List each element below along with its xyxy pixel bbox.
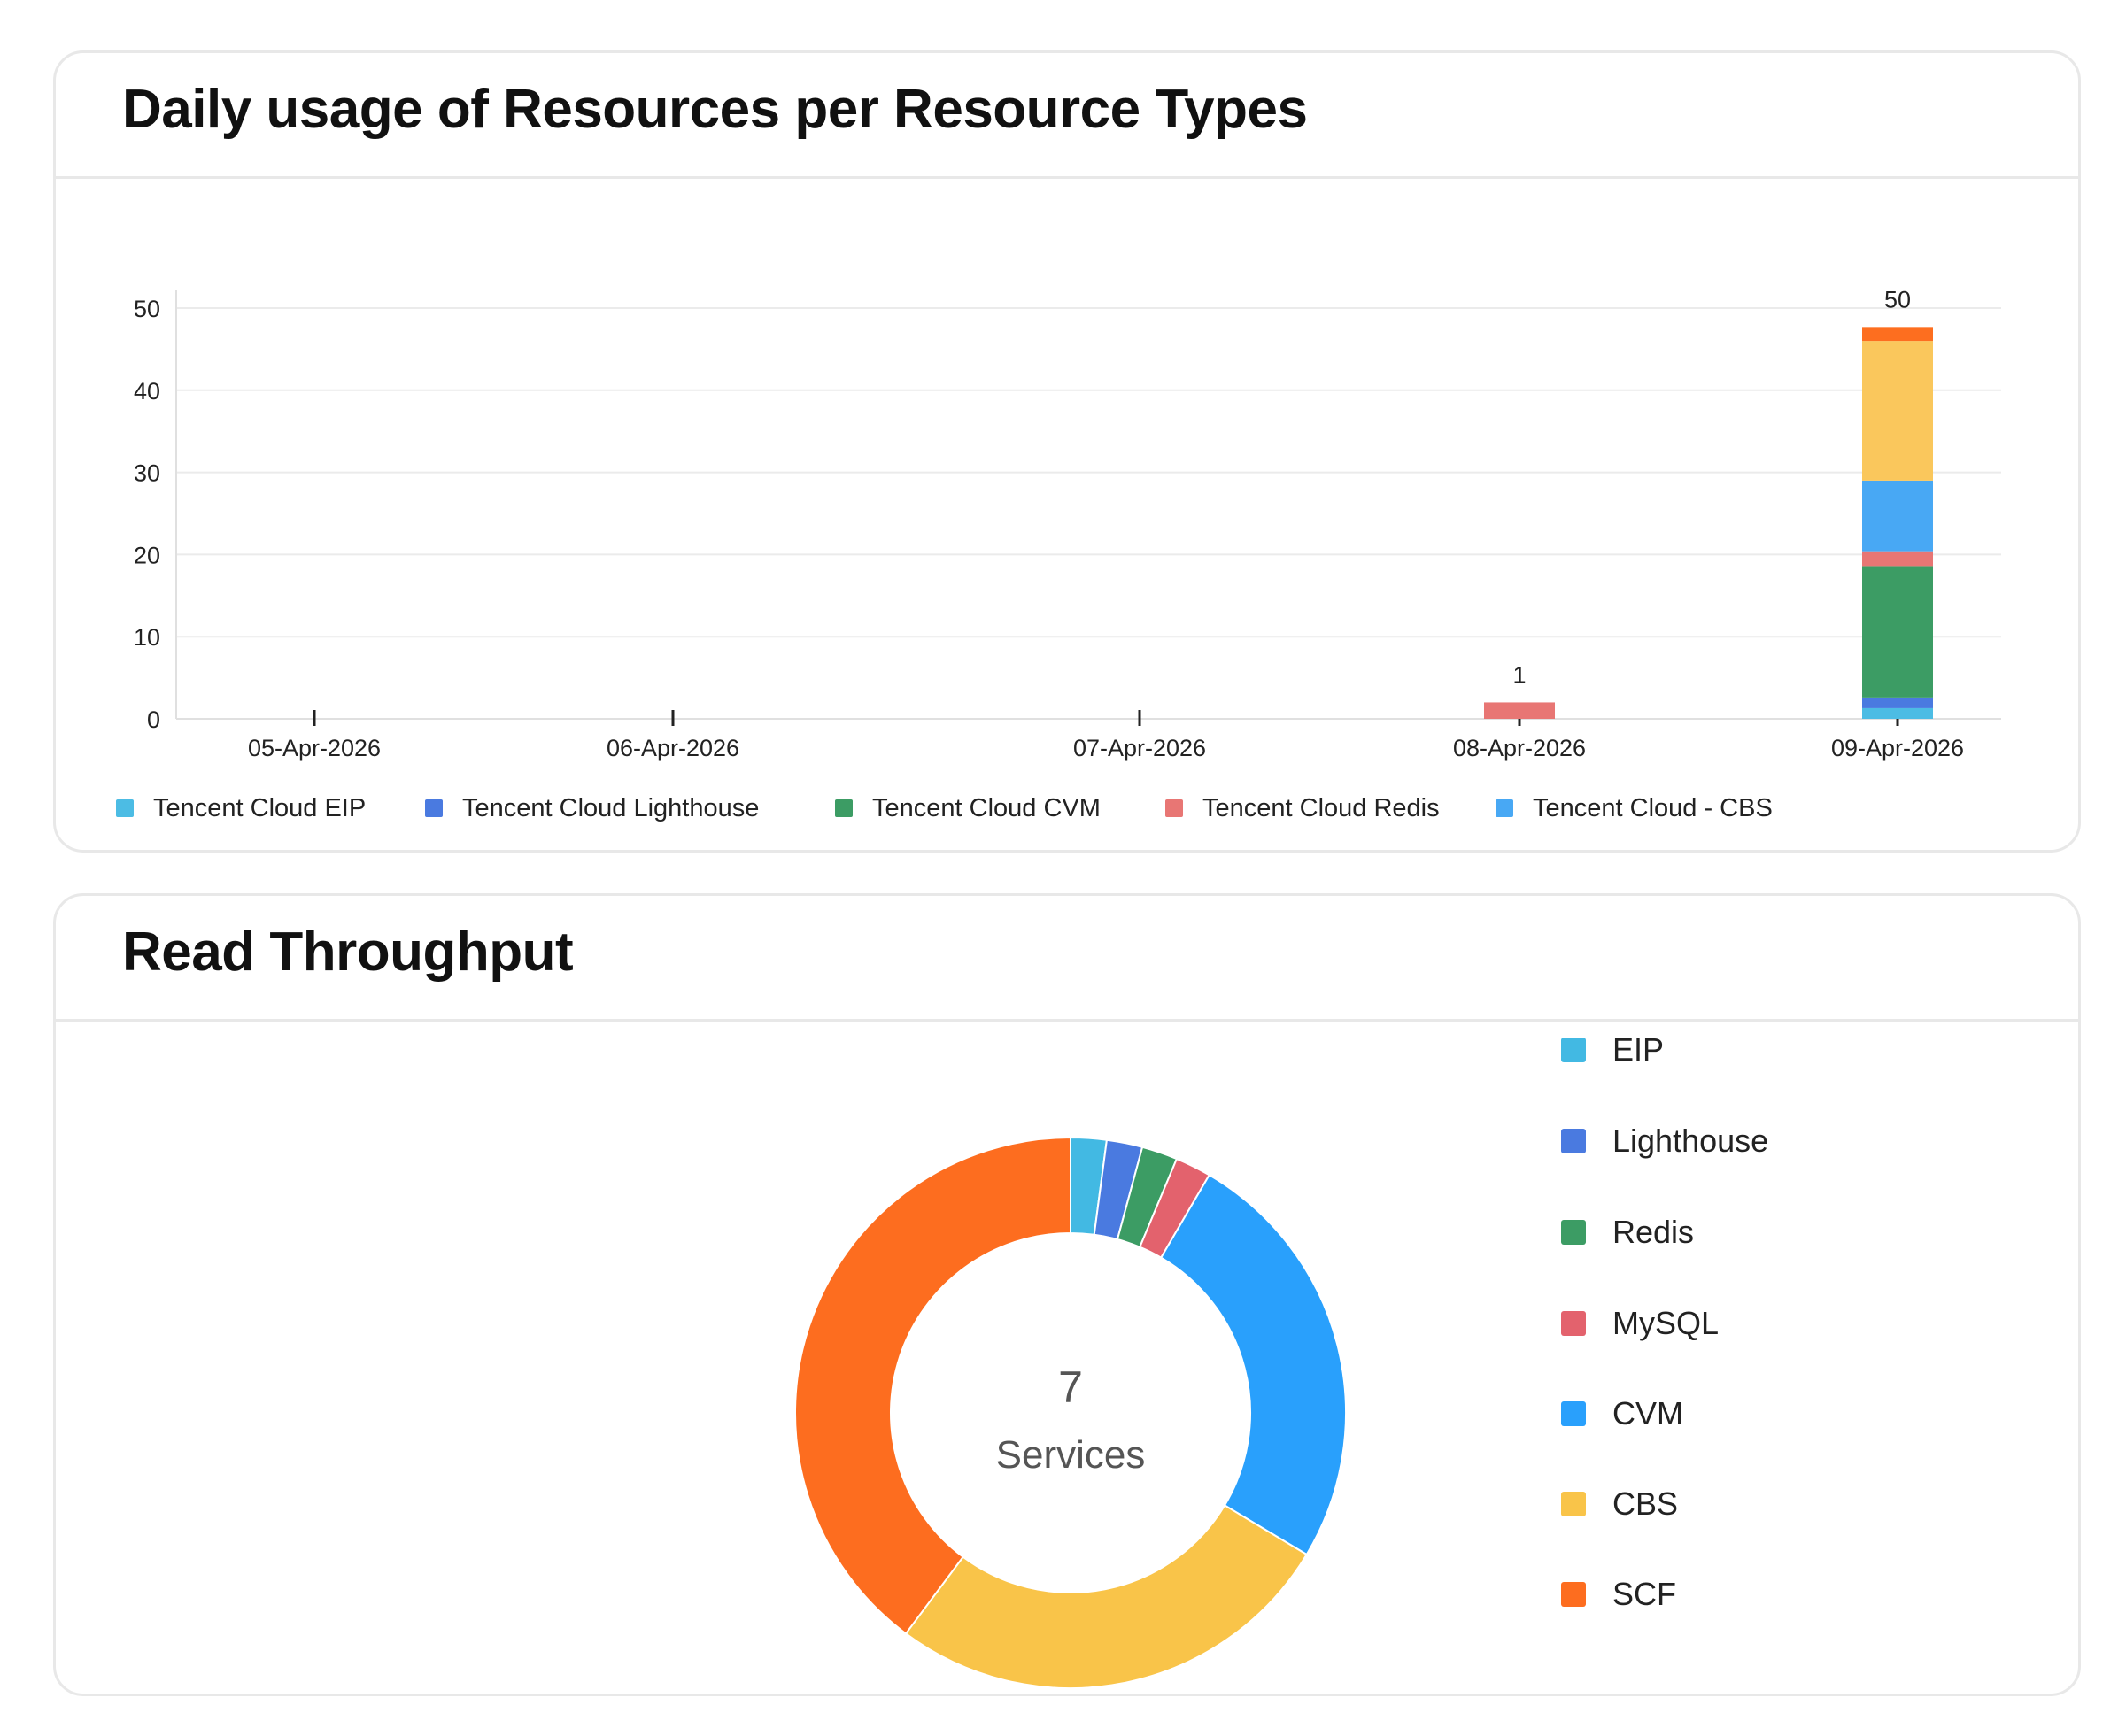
legend-item-cvm[interactable]: CVM — [1561, 1387, 1683, 1440]
legend-label: CBS — [1612, 1485, 1679, 1522]
x-tick-label: 05-Apr-2026 — [248, 735, 381, 761]
x-tick-label: 06-Apr-2026 — [607, 735, 739, 761]
legend-swatch — [1561, 1129, 1586, 1153]
bar-segment-tencent-cloud-cvm — [1862, 566, 1933, 698]
bar-segment-tencent-cloud-cbs — [1862, 480, 1933, 552]
legend-swatch — [1561, 1492, 1586, 1516]
daily-usage-card: Daily usage of Resources per Resource Ty… — [53, 50, 2081, 853]
legend-swatch — [1561, 1038, 1586, 1062]
x-tick-label: 08-Apr-2026 — [1453, 735, 1586, 761]
legend-item-lighthouse[interactable]: Lighthouse — [1561, 1115, 1768, 1168]
legend-swatch — [1165, 799, 1183, 817]
legend-label: Redis — [1612, 1214, 1695, 1250]
legend-label: Tencent Cloud CVM — [872, 793, 1101, 822]
legend-label: Tencent Cloud Redis — [1202, 793, 1440, 822]
bar-segment-series-6 — [1862, 327, 1933, 342]
legend-item[interactable]: Tencent Cloud Lighthouse — [425, 786, 759, 830]
legend-item-redis[interactable]: Redis — [1561, 1206, 1694, 1259]
donut-chart-legend: EIP Lighthouse Redis MySQL CVM CBS SCF — [1561, 896, 2004, 1693]
legend-item-eip[interactable]: EIP — [1561, 1023, 1664, 1076]
legend-item-cbs[interactable]: CBS — [1561, 1478, 1678, 1531]
x-tick-label: 07-Apr-2026 — [1073, 735, 1206, 761]
donut-slice-cvm — [1159, 1173, 1347, 1556]
bar-segment-series-5 — [1862, 341, 1933, 481]
legend-swatch — [1496, 799, 1513, 817]
y-tick-label: 30 — [134, 460, 160, 487]
card-divider — [56, 176, 2078, 179]
y-tick-label: 20 — [134, 542, 160, 568]
read-throughput-card: Read Throughput 7 Services EIP Lighthouse R… — [53, 893, 2081, 1696]
bar-segment-tencent-cloud-redis — [1484, 702, 1555, 719]
y-tick-label: 40 — [134, 378, 160, 405]
legend-swatch — [835, 799, 853, 817]
legend-item[interactable]: Tencent Cloud Redis — [1165, 786, 1440, 830]
legend-item[interactable]: Tencent Cloud EIP — [116, 786, 366, 830]
legend-label: EIP — [1612, 1031, 1665, 1068]
donut-center-value: 7 — [1058, 1362, 1083, 1412]
bar-segment-tencent-cloud-lighthouse — [1862, 697, 1933, 708]
bar-segment-tencent-cloud-eip — [1862, 707, 1933, 719]
legend-label: CVM — [1612, 1395, 1683, 1431]
legend-swatch — [1561, 1582, 1586, 1607]
donut-slice-scf — [794, 1136, 1071, 1635]
y-tick-label: 50 — [134, 296, 160, 322]
bar-chart-legend: Tencent Cloud EIP Tencent Cloud Lighthous… — [116, 786, 1975, 830]
legend-label: Lighthouse — [1612, 1123, 1769, 1159]
legend-label: SCF — [1612, 1576, 1676, 1612]
legend-label: Tencent Cloud - CBS — [1533, 793, 1773, 822]
donut-center-label: Services — [996, 1433, 1146, 1477]
legend-swatch — [116, 799, 134, 817]
legend-swatch — [1561, 1311, 1586, 1336]
legend-swatch — [1561, 1401, 1586, 1426]
bar-total-label: 50 — [1884, 286, 1911, 312]
daily-usage-title: Daily usage of Resources per Resource Ty… — [122, 79, 1308, 140]
bar-total-label: 1 — [1512, 661, 1526, 688]
legend-label: Tencent Cloud Lighthouse — [462, 793, 760, 822]
legend-swatch — [425, 799, 443, 817]
card-divider — [56, 1019, 2078, 1022]
legend-label: MySQL — [1612, 1305, 1720, 1341]
y-tick-label: 0 — [147, 706, 160, 733]
read-throughput-title: Read Throughput — [122, 922, 574, 983]
legend-item-mysql[interactable]: MySQL — [1561, 1297, 1719, 1350]
donut-slice-cbs — [904, 1504, 1309, 1689]
bar-segment-tencent-cloud-redis — [1862, 551, 1933, 567]
legend-item-scf[interactable]: SCF — [1561, 1568, 1676, 1621]
x-tick-label: 09-Apr-2026 — [1831, 735, 1964, 761]
donut-chart: 7 Services — [794, 1136, 1347, 1689]
legend-item[interactable]: Tencent Cloud CVM — [835, 786, 1101, 830]
legend-item[interactable]: Tencent Cloud - CBS — [1496, 786, 1773, 830]
stacked-bar-chart: 0 10 20 30 40 50 05-Apr-2026 06-Apr-2026 07-Apr-… — [134, 286, 2001, 761]
legend-label: Tencent Cloud EIP — [153, 793, 367, 822]
y-tick-label: 10 — [134, 624, 160, 651]
legend-swatch — [1561, 1220, 1586, 1245]
